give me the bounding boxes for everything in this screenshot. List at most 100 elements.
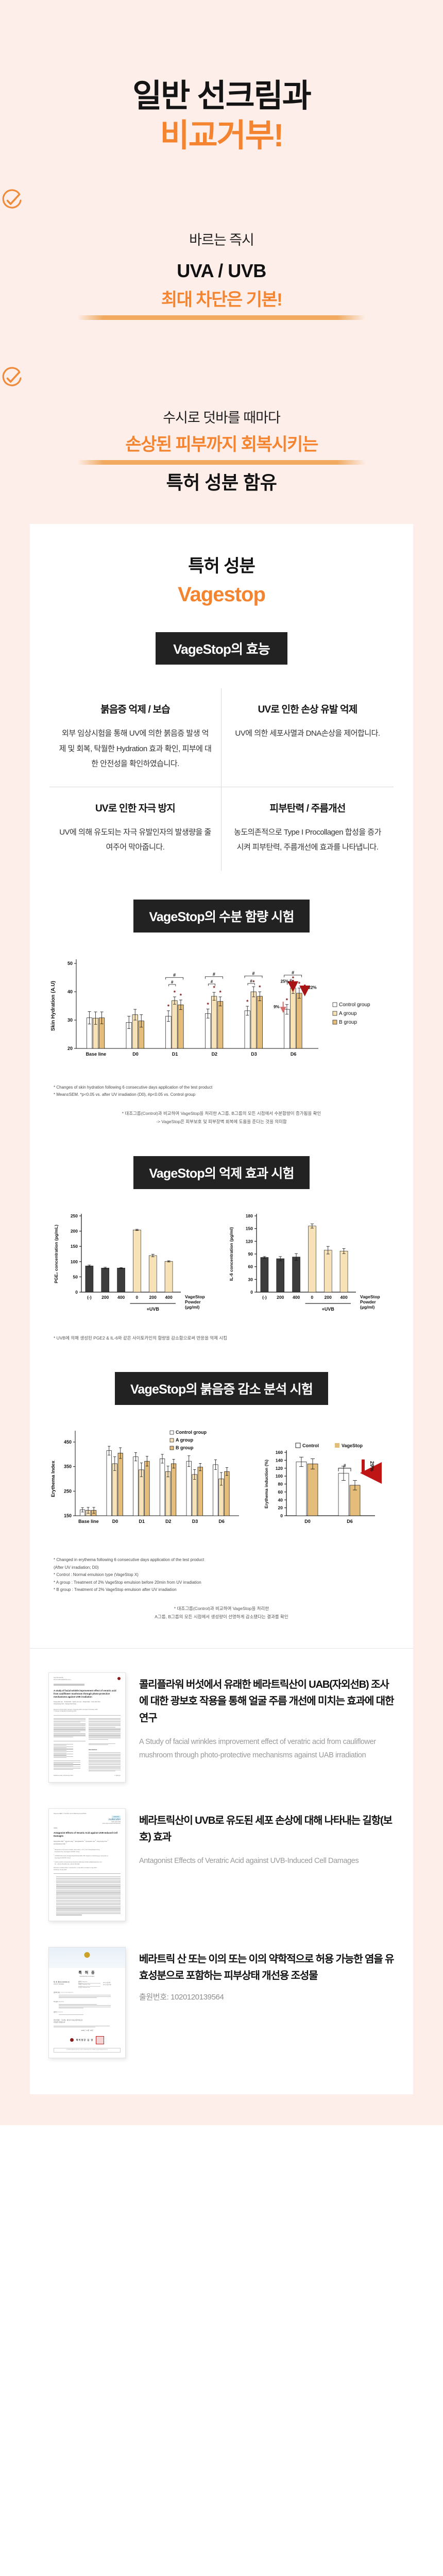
orange-underline-1 xyxy=(77,315,366,320)
svg-text:40: 40 xyxy=(67,989,73,994)
svg-text:A group: A group xyxy=(339,1011,357,1016)
svg-text:200: 200 xyxy=(325,1295,332,1300)
svg-text:400: 400 xyxy=(340,1295,347,1300)
erythema-bar-charts: 150 250 350 450 Erythema Index Base line D0 D1 D… xyxy=(50,1430,382,1524)
svg-text:B group: B group xyxy=(176,1445,194,1450)
svg-text:250: 250 xyxy=(71,1213,78,1218)
publisher-logo-icon xyxy=(117,1676,121,1680)
svg-text:0: 0 xyxy=(75,1290,78,1295)
chart-2-tag: VageStop의 억제 효과 시험 xyxy=(133,1156,310,1189)
svg-text:30: 30 xyxy=(67,1018,73,1023)
evidence-title-kr: 콜리플라워 버섯에서 유래한 베라트릭산이 UAB(자외선B) 조사에 대한 광… xyxy=(139,1679,394,1724)
svg-text:250: 250 xyxy=(64,1489,72,1494)
evidence-text: 콜리플라워 버섯에서 유래한 베라트릭산이 UAB(자외선B) 조사에 대한 광… xyxy=(139,1672,395,1762)
certificate-title: 특 허 증 xyxy=(78,1971,96,1975)
svg-text:D2: D2 xyxy=(165,1519,172,1524)
evidence-title-en: Antagonist Effects of Veratric Acid agai… xyxy=(139,1857,359,1866)
check-block-2-title: 특허 성분 함유 xyxy=(166,472,277,494)
svg-text:D0: D0 xyxy=(304,1519,311,1524)
svg-text:*: * xyxy=(286,997,288,1003)
svg-text:60: 60 xyxy=(278,1489,283,1495)
svg-text:*: * xyxy=(167,1003,170,1009)
svg-text:*: * xyxy=(252,979,255,986)
benefit-title: 피부탄력 / 주름개선 xyxy=(269,803,346,815)
svg-text:D6: D6 xyxy=(347,1519,353,1524)
benefit-item: UV로 인한 손상 유발 억제 UV에 의한 세포사멸과 DNA손상을 제어합니… xyxy=(222,688,394,788)
svg-text:D6: D6 xyxy=(291,1052,297,1057)
svg-text:160: 160 xyxy=(276,1450,283,1455)
svg-text:Base line: Base line xyxy=(78,1519,99,1524)
certificate-subtitle: CERTIFICATE OF PATENT xyxy=(79,1975,95,1977)
evidence-item-paper-2: Molecules 2021, X, 543-549; doi:10.3390/… xyxy=(30,1788,413,1926)
svg-text:#: # xyxy=(213,971,215,976)
chart-1-canvas: 20 30 40 50 Skin Hydration (A.U) Base line D0 *… xyxy=(45,948,398,1077)
svg-text:#: # xyxy=(211,979,213,984)
svg-text:50: 50 xyxy=(73,1274,78,1279)
svg-text:9%: 9% xyxy=(274,1004,280,1009)
efficacy-section-tag: VageStop의 효능 xyxy=(156,632,287,665)
svg-text:#: # xyxy=(292,970,294,975)
svg-text:Base line: Base line xyxy=(86,1052,107,1057)
svg-text:200: 200 xyxy=(101,1295,109,1300)
svg-text:*: * xyxy=(298,980,301,987)
check-block-1-highlight: 최대 차단은 기본! xyxy=(161,290,283,310)
svg-text:Control group: Control group xyxy=(176,1430,207,1435)
svg-text:Skin Hydration (A.U): Skin Hydration (A.U) xyxy=(50,980,56,1030)
check-circle-icon xyxy=(0,189,443,212)
brand-name: Vagestop xyxy=(178,583,266,606)
svg-text:*: * xyxy=(213,985,215,991)
svg-text:60: 60 xyxy=(248,1264,253,1269)
check-block-1-subtitle: 바르는 즉시 xyxy=(189,232,254,248)
chart-block-erythema: VageStop의 붉음증 감소 분석 시험 150 250 350 450 Eryth… xyxy=(30,1372,413,1621)
product-detail-page: 일반 선크림과 비교거부! 바르는 즉시 UVA / UVB 최대 차단은 기본… xyxy=(0,0,443,2125)
svg-text:*: * xyxy=(259,985,261,991)
benefit-title: UV로 인한 자극 방지 xyxy=(95,803,176,815)
evidence-title-en: A Study of facial wrinkles improvement e… xyxy=(139,1738,376,1759)
svg-text:50: 50 xyxy=(67,961,73,966)
document-thumbnail: Appl Microbiol Bio DOI 10.1007/s00253-01… xyxy=(48,1672,126,1783)
benefit-body: UV에 의한 세포사멸과 DNA손상을 제어합니다. xyxy=(235,729,380,738)
svg-text:200: 200 xyxy=(277,1295,284,1300)
check-block-2: 수시로 덧바를 때마다 손상된 피부까지 회복시키는 특허 성분 함유 xyxy=(0,320,443,495)
benefit-item: 붉음증 억제 / 보습 외부 임상시험을 통해 UV에 의한 붉음증 발생 억제… xyxy=(49,688,222,788)
check-circle-icon xyxy=(0,366,443,390)
benefit-title: UV로 인한 손상 유발 억제 xyxy=(258,704,358,716)
svg-text:0: 0 xyxy=(250,1290,253,1295)
svg-text:0: 0 xyxy=(280,1513,283,1518)
chart-3-canvas: 150 250 350 450 Erythema Index Base line D0 D1 D… xyxy=(45,1420,398,1549)
svg-text:*: * xyxy=(180,992,182,998)
svg-text:*: * xyxy=(174,989,176,995)
chart-block-hydration: VageStop의 수분 함량 시험 20 30 40 50 Skin Hydratio… xyxy=(30,899,413,1126)
svg-text:#: # xyxy=(289,978,292,982)
check-block-2-subtitle: 수시로 덧바를 때마다 xyxy=(163,410,281,426)
svg-text:D0: D0 xyxy=(112,1519,118,1524)
svg-text:Erythema Index: Erythema Index xyxy=(50,1461,56,1497)
svg-text:D6: D6 xyxy=(218,1519,225,1524)
svg-text:D0: D0 xyxy=(132,1052,139,1057)
svg-text:Control: Control xyxy=(302,1443,319,1448)
official-seal-icon xyxy=(96,2036,105,2044)
svg-text:150: 150 xyxy=(246,1226,253,1231)
svg-text:VageStop: VageStop xyxy=(360,1294,380,1299)
national-emblem-icon xyxy=(84,1952,90,1958)
orange-underline-2 xyxy=(77,460,366,465)
chart-1-tag: VageStop의 수분 함량 시험 xyxy=(133,899,310,933)
svg-text:#: # xyxy=(173,972,176,977)
patent-ingredient-card: 특허 성분 Vagestop VageStop의 효능 붉음증 억제 / 보습 … xyxy=(30,524,413,2094)
svg-text:*: * xyxy=(292,975,295,981)
svg-text:120: 120 xyxy=(276,1466,283,1471)
skin-hydration-bar-chart: 20 30 40 50 Skin Hydration (A.U) Base line D0 *… xyxy=(50,959,370,1057)
chart-2-canvas: 0 50 100 150 200 250 PGE₂ concentration (pg/mL… xyxy=(45,1205,398,1323)
svg-text:22%: 22% xyxy=(309,985,317,990)
evidence-item-patent: 특 허 증 CERTIFICATE OF PATENT 특 허 제 10-110… xyxy=(30,1926,413,2063)
svg-text:*: * xyxy=(207,1002,209,1008)
svg-text:450: 450 xyxy=(64,1439,72,1445)
svg-text:B group: B group xyxy=(339,1020,357,1025)
chart-1-note-kr: * 대조그룹(Control)과 비교하여 VageStop을 처리한 A그룹,… xyxy=(122,1111,321,1125)
benefit-body: 농도의존적으로 Type I Procollagen 합성을 증가시켜 피부탄력… xyxy=(234,828,381,852)
hero-headline-line1: 일반 선크림과 xyxy=(132,78,311,114)
chart-2-note-kr: * UVB에 의해 생성된 PGE2 & IL-6와 같은 사이토카인의 함량을… xyxy=(54,1335,227,1341)
svg-text:A group: A group xyxy=(176,1437,194,1443)
svg-text:VageStop: VageStop xyxy=(185,1294,205,1299)
svg-text:40: 40 xyxy=(278,1498,283,1503)
